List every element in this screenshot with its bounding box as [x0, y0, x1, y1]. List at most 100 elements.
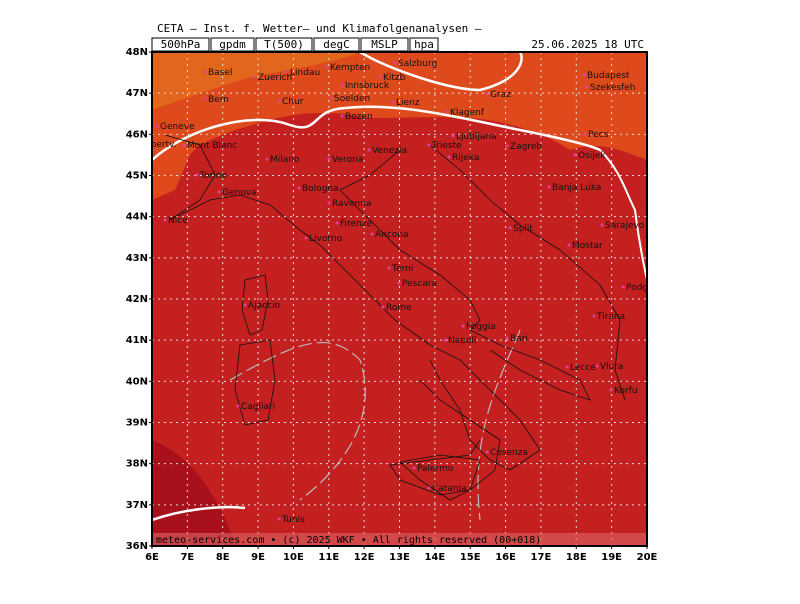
city-label: Mont Blanc [187, 141, 237, 151]
warm-band-2 [152, 52, 360, 110]
lat-label: 47N [126, 88, 148, 99]
city-label: Bari [510, 334, 528, 344]
city-label: Basel [208, 68, 232, 78]
city-dot [304, 236, 308, 240]
city-label: Torino [199, 171, 227, 181]
city-dot [387, 266, 391, 270]
city-label: Cagliari [241, 402, 275, 412]
lon-label: 14E [424, 552, 445, 563]
lon-label: 9E [251, 552, 265, 563]
coastline [164, 134, 626, 496]
city-label: Albertv. [142, 140, 177, 150]
contour [359, 52, 523, 92]
city-dot [451, 134, 455, 138]
timestamp: 25.06.2025 18 UTC [531, 38, 644, 51]
city-label: Split [513, 224, 533, 234]
city-label: Ajaccio [248, 301, 281, 311]
lon-label: 11E [318, 552, 339, 563]
city-dot [155, 124, 159, 128]
city-label: Zagreb [510, 142, 542, 152]
city-dot [567, 243, 571, 247]
city-dot [412, 466, 416, 470]
city-dot [329, 96, 333, 100]
field-label: T(500) [264, 38, 304, 51]
city-label: Tirana [596, 312, 625, 322]
city-dot [508, 226, 512, 230]
city-dot [565, 365, 569, 369]
city-dot [217, 190, 221, 194]
city-label: Soelden [334, 94, 370, 104]
city-dot [335, 221, 339, 225]
city-dot [163, 218, 167, 222]
city-dot [592, 314, 596, 318]
city-label: Banja Luka [552, 183, 601, 193]
city-dot [595, 364, 599, 368]
city-dot [325, 65, 329, 69]
city-dot [367, 148, 371, 152]
city-label: Chur [282, 97, 304, 107]
city-label: Ljubljana [456, 132, 497, 142]
city-label: Bern [208, 95, 229, 105]
city-label: Lienz [396, 98, 420, 108]
city-dot [397, 281, 401, 285]
city-dot [505, 144, 509, 148]
city-dot [285, 70, 289, 74]
city-dot [340, 114, 344, 118]
city-label: Venezia [372, 146, 407, 156]
lon-label: 20E [637, 552, 658, 563]
footer: meteo-services.com • (c) 2025 WKF • All … [156, 535, 541, 546]
city-dot [585, 85, 589, 89]
city-label: Verona [332, 155, 363, 165]
city-dot [505, 336, 509, 340]
city-label: Klagenf [450, 108, 485, 118]
city-label: Firenze [340, 219, 372, 229]
city-dot [243, 303, 247, 307]
city-dot [621, 285, 625, 289]
city-label: Budapest [587, 71, 630, 81]
city-dot [393, 61, 397, 65]
lat-label: 46N [126, 129, 148, 140]
city-label: Sarajevo [605, 221, 645, 231]
lat-label: 45N [126, 171, 148, 182]
lat-label: 41N [126, 335, 148, 346]
city-label: Ancona [375, 230, 409, 240]
lat-label: 48N [126, 47, 148, 58]
city-label: Salzburg [398, 59, 437, 69]
city-label: Trieste [431, 141, 462, 151]
city-label: Nice [168, 216, 188, 226]
field-label: hpa [414, 38, 434, 51]
city-dot [327, 201, 331, 205]
city-dot [583, 132, 587, 136]
city-label: Podgorica [626, 283, 670, 293]
city-label: Milano [270, 155, 300, 165]
city-dot [203, 70, 207, 74]
city-dot [182, 143, 186, 147]
city-dot [277, 517, 281, 521]
city-label: Ravenna [332, 199, 371, 209]
city-label: Mostar [572, 241, 603, 251]
city-label: Zuerich [258, 73, 292, 83]
header-fields: 500hPa gpdm T(500) degC MSLP hpa [151, 37, 439, 52]
city-dot [427, 486, 431, 490]
grid [152, 52, 647, 546]
field-label: gpdm [219, 38, 246, 51]
lat-label: 43N [126, 253, 148, 264]
city-label: Bozen [345, 112, 373, 122]
city-dot [391, 100, 395, 104]
city-dot [370, 232, 374, 236]
lon-label: 19E [601, 552, 622, 563]
contour [152, 505, 246, 522]
lon-label: 7E [180, 552, 194, 563]
city-label: Rome [386, 303, 412, 313]
cool-field [152, 440, 240, 546]
lon-label: 18E [566, 552, 587, 563]
city-label: Terni [391, 264, 413, 274]
city-label: Graz [490, 90, 511, 100]
lon-label: 6E [145, 552, 159, 563]
city-dot [381, 305, 385, 309]
lat-label: 44N [126, 212, 148, 223]
lat-label: 42N [126, 294, 148, 305]
contour [152, 105, 601, 161]
